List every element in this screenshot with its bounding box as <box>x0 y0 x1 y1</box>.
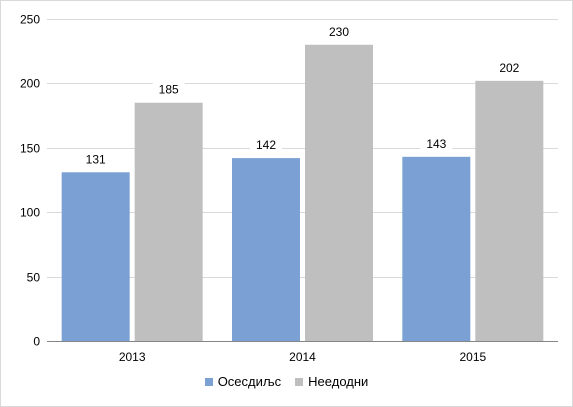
bar-1-2014 <box>232 158 300 341</box>
data-label: 230 <box>329 25 349 39</box>
data-label-bg <box>323 22 355 39</box>
data-label-bg <box>79 150 112 167</box>
legend-label-series-1: Осесдиљс <box>217 374 282 389</box>
legend: Осесдиљс Неедодни <box>0 374 573 389</box>
bar-1-2015 <box>402 156 471 341</box>
data-label: 142 <box>256 138 276 152</box>
y-tick-label: 0 <box>33 335 40 349</box>
data-label: 131 <box>86 152 106 166</box>
bar-2-2014 <box>305 44 373 341</box>
bar-1-2013 <box>61 172 130 341</box>
x-tick-label: 2014 <box>289 350 316 364</box>
data-label: 185 <box>159 83 179 97</box>
y-tick-label: 250 <box>20 13 40 27</box>
data-label-bg <box>493 58 526 75</box>
legend-item-series-1: Осесдиљс <box>204 374 282 389</box>
data-label-bg <box>250 136 282 153</box>
data-label: 202 <box>499 61 519 75</box>
x-tick-label: 2013 <box>119 350 146 364</box>
x-tick-label: 2015 <box>459 350 486 364</box>
bar-2-2013 <box>134 102 203 341</box>
y-tick-label: 200 <box>20 77 40 91</box>
legend-swatch-series-2 <box>295 377 304 386</box>
legend-swatch-series-1 <box>204 377 213 386</box>
y-tick-label: 150 <box>20 142 40 156</box>
data-label-bg <box>152 80 185 97</box>
data-label-bg <box>420 134 453 151</box>
data-label: 143 <box>426 137 446 151</box>
bar-2-2015 <box>475 80 544 341</box>
y-tick-label: 50 <box>27 271 41 285</box>
legend-item-series-2: Неедодни <box>295 374 368 389</box>
y-tick-label: 100 <box>20 206 40 220</box>
legend-label-series-2: Неедодни <box>308 374 369 389</box>
